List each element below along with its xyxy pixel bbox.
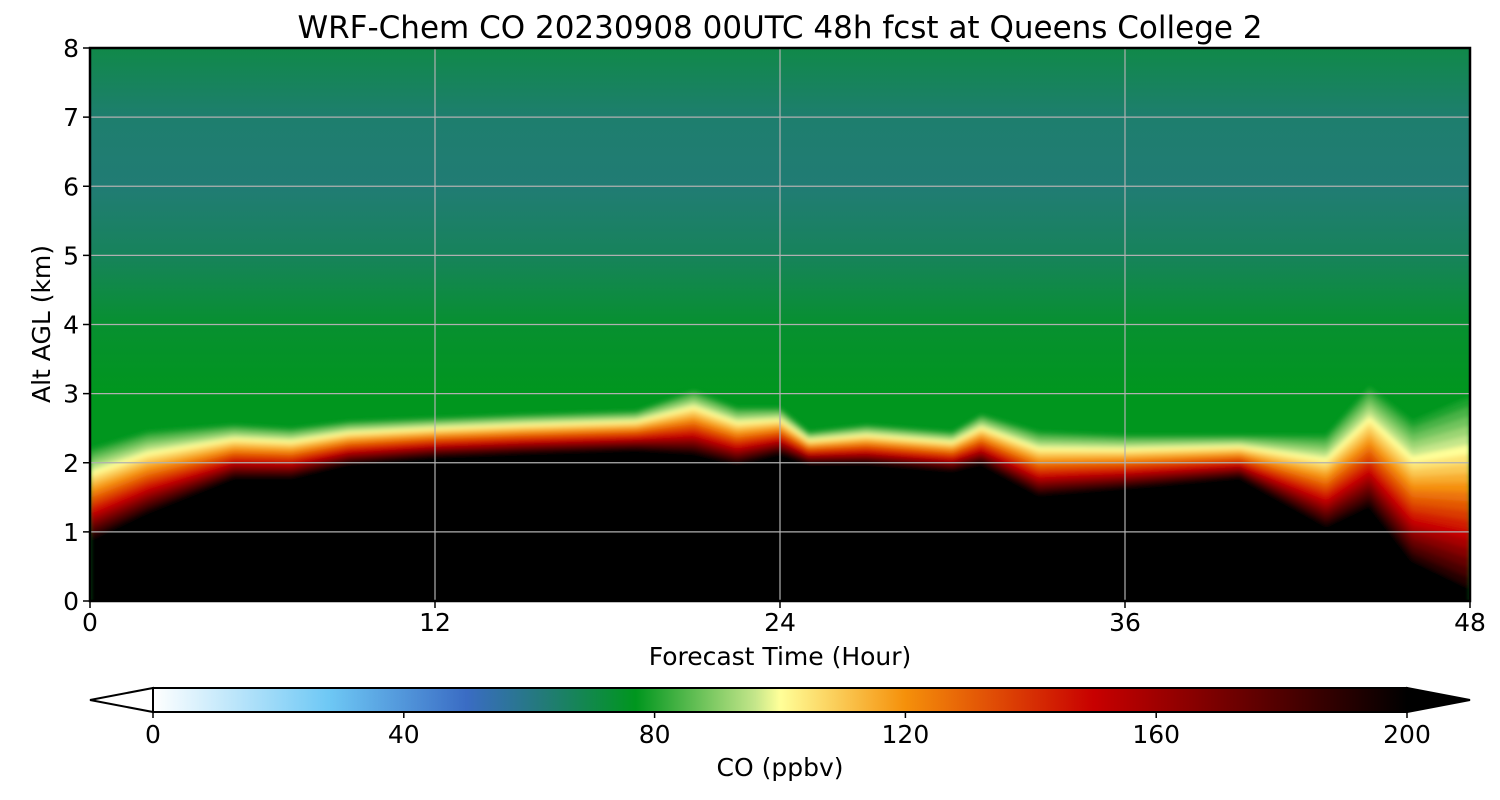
colorbar-tick-label: 80 [639,720,671,749]
y-tick-label: 6 [63,172,79,201]
x-axis: 0 12 24 36 48 [82,601,1486,637]
y-tick-label: 7 [63,103,79,132]
colorbar-ramp [153,688,1407,712]
y-axis: 0 1 2 3 4 5 6 7 8 [63,34,90,616]
colorbar-label: CO (ppbv) [717,753,844,782]
colorbar-tick-label: 200 [1383,720,1431,749]
y-tick-label: 4 [63,311,79,340]
colorbar-tick-label: 0 [145,720,161,749]
y-tick-label: 5 [63,241,79,270]
y-tick-label: 8 [63,34,79,63]
x-tick-label: 12 [419,608,451,637]
x-tick-label: 24 [764,608,796,637]
colorbar-tick-label: 120 [882,720,930,749]
x-tick-label: 48 [1454,608,1486,637]
colorbar-under-arrow [89,686,154,714]
colorbar-tick-label: 40 [388,720,420,749]
x-tick-label: 0 [82,608,98,637]
colorbar-tick-label: 160 [1132,720,1180,749]
colorbar: 0 40 80 120 160 200 CO (ppbv) [89,686,1471,782]
colorbar-frame [152,687,1408,713]
y-tick-label: 3 [63,380,79,409]
chart-title: WRF-Chem CO 20230908 00UTC 48h fcst at Q… [297,10,1262,46]
x-axis-label: Forecast Time (Hour) [649,642,912,671]
y-axis-label: Alt AGL (km) [27,245,56,403]
x-tick-label: 36 [1109,608,1141,637]
colorbar-ticks: 0 40 80 120 160 200 [145,712,1431,749]
y-tick-label: 2 [63,449,79,478]
y-tick-label: 0 [63,587,79,616]
y-tick-label: 1 [63,518,79,547]
colorbar-over-arrow [1406,686,1471,714]
